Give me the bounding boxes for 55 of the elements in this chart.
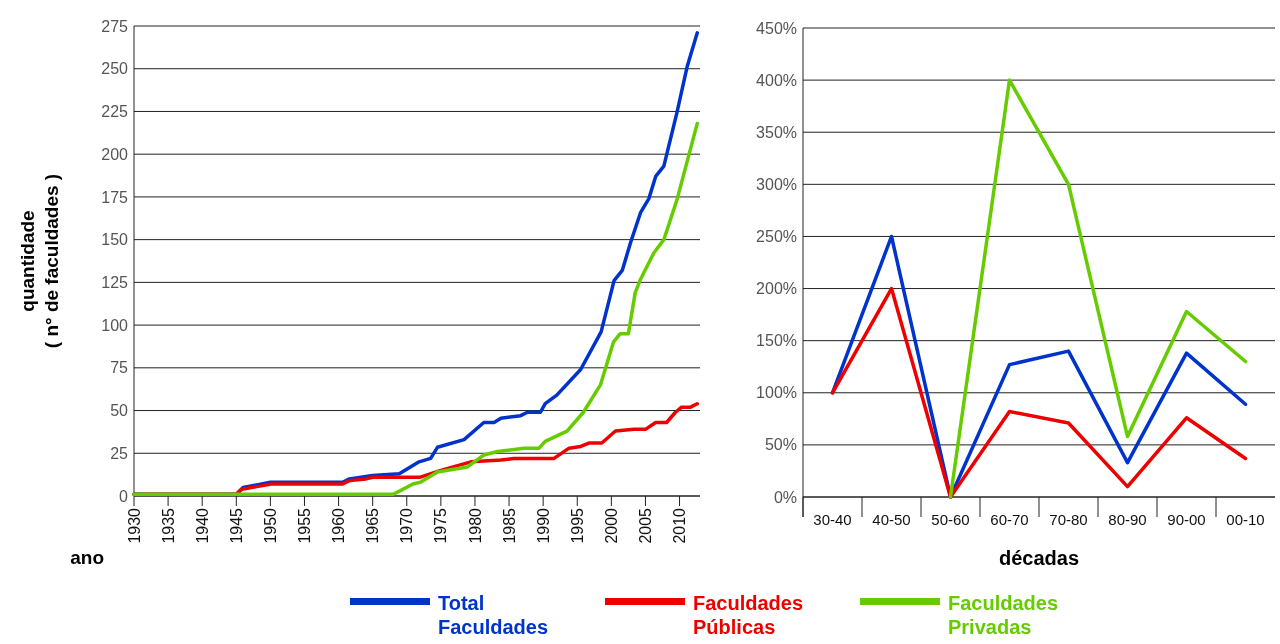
y-tick-label: 200% — [756, 280, 797, 298]
x-axis-title: ano — [70, 547, 104, 568]
y-tick-label: 275 — [101, 17, 129, 35]
y-tick-label: 300% — [756, 175, 797, 193]
x-tick-label: 1930 — [125, 507, 143, 544]
x-tick-label: 1940 — [193, 507, 211, 544]
y-axis-title: quantidade ( n° de faculdades ) — [17, 173, 62, 349]
x-tick-label: 1950 — [261, 507, 279, 544]
legend-label: Faculdades Públicas — [693, 592, 804, 638]
x-tick-label: 1955 — [296, 507, 314, 544]
x-tick-label: 1985 — [500, 507, 518, 544]
x-tick-label: 2005 — [637, 507, 655, 544]
x-tick-label: 60-70 — [990, 511, 1029, 528]
x-tick-label: 2000 — [602, 507, 620, 544]
x-tick-label: 50-60 — [931, 511, 970, 528]
x-tick-label: 2010 — [671, 507, 689, 544]
y-tick-label: 50 — [110, 402, 129, 420]
y-tick-label: 125 — [101, 273, 129, 291]
x-tick-label: 00-10 — [1226, 511, 1265, 528]
x-tick-label: 80-90 — [1108, 511, 1147, 528]
y-tick-label: 25 — [110, 444, 129, 462]
y-tick-label: 225 — [101, 103, 129, 121]
x-tick-label: 30-40 — [813, 511, 852, 528]
y-tick-label: 100% — [756, 384, 797, 402]
y-tick-label: 450% — [756, 19, 797, 37]
y-tick-label: 350% — [756, 123, 797, 141]
line-series — [830, 286, 1248, 499]
x-tick-label: 1965 — [364, 507, 382, 544]
legend-label: Total Faculdades — [438, 592, 549, 638]
y-tick-label: 200 — [101, 145, 129, 163]
y-tick-label: 100 — [101, 316, 129, 334]
y-tick-label: 50% — [764, 436, 797, 454]
x-tick-label: 1945 — [227, 507, 245, 544]
x-tick-label: 1935 — [159, 507, 177, 544]
legend-label: Faculdades Privadas — [948, 592, 1059, 638]
x-tick-label: 1990 — [534, 507, 552, 544]
x-tick-label: 40-50 — [872, 511, 911, 528]
x-tick-label: 70-80 — [1049, 511, 1088, 528]
y-tick-label: 250% — [756, 228, 797, 246]
y-tick-label: 250 — [101, 60, 129, 78]
y-tick-label: 175 — [101, 188, 129, 206]
x-tick-label: 1970 — [398, 507, 416, 544]
x-tick-label: 1975 — [432, 507, 450, 544]
y-tick-label: 0% — [773, 488, 797, 506]
y-tick-label: 400% — [756, 71, 797, 89]
line-series — [948, 78, 1248, 499]
y-tick-label: 0 — [119, 487, 129, 505]
x-tick-label: 1980 — [466, 507, 484, 544]
y-tick-label: 75 — [110, 359, 129, 377]
x-tick-label: 1960 — [330, 507, 348, 544]
x-axis-title: décadas — [998, 547, 1080, 569]
x-tick-label: 1995 — [568, 507, 586, 544]
y-tick-label: 150% — [756, 332, 797, 350]
x-tick-label: 90-00 — [1167, 511, 1206, 528]
y-tick-label: 150 — [101, 231, 129, 249]
